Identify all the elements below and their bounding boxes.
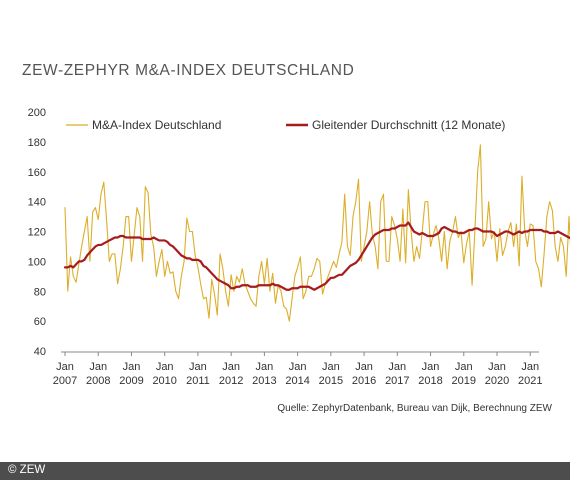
x-tick-month-label: Jan [189, 361, 207, 373]
series-line-average [63, 221, 570, 291]
x-tick-year-label: 2017 [385, 375, 409, 387]
x-tick-year-label: 2018 [418, 375, 442, 387]
x-tick-year-label: 2016 [352, 375, 376, 387]
x-tick-month-label: Jan [56, 361, 74, 373]
x-tick-month-label: Jan [322, 361, 340, 373]
chart-title: ZEW-ZEPHYR M&A-INDEX DEUTSCHLAND [22, 62, 355, 79]
y-axis: 40 60 80 100 120 140 160 180 200 [28, 107, 46, 358]
x-tick-month-label: Jan [123, 361, 141, 373]
x-tick-year-label: 2012 [219, 375, 243, 387]
x-tick-year-label: 2013 [252, 375, 276, 387]
footer-bar: © ZEW [0, 462, 570, 480]
source-note: Quelle: ZephyrDatenbank, Bureau van Dijk… [277, 403, 552, 414]
x-tick-month-label: Jan [488, 361, 506, 373]
y-tick-label: 180 [28, 137, 46, 149]
copyright-label: © ZEW [8, 464, 46, 476]
x-tick-year-label: 2009 [119, 375, 143, 387]
y-tick-label: 80 [34, 286, 46, 298]
x-tick-year-label: 2019 [452, 375, 476, 387]
legend: M&A-Index Deutschland Gleitender Durchsc… [66, 118, 505, 132]
x-tick-month-label: Jan [521, 361, 539, 373]
x-tick-year-label: 2011 [186, 375, 210, 387]
x-tick-month-label: Jan [422, 361, 440, 373]
y-tick-label: 140 [28, 197, 46, 209]
y-tick-label: 60 [34, 316, 46, 328]
y-tick-label: 160 [28, 167, 46, 179]
x-tick-month-label: Jan [89, 361, 107, 373]
plot-area [63, 144, 570, 322]
x-axis: Jan 2007 Jan 2008 Jan 2009 Jan 2010 Jan 2011 Jan 20… [53, 351, 542, 387]
legend-label-index: M&A-Index Deutschland [92, 118, 221, 132]
x-tick-year-label: 2008 [86, 375, 110, 387]
y-tick-label: 120 [28, 227, 46, 239]
x-tick-month-label: Jan [289, 361, 307, 373]
x-tick-year-label: 2015 [319, 375, 343, 387]
series-line-index [64, 144, 570, 322]
x-tick-month-label: Jan [388, 361, 406, 373]
x-tick-month-label: Jan [156, 361, 174, 373]
x-tick-year-label: 2010 [152, 375, 176, 387]
y-tick-label: 100 [28, 256, 46, 268]
x-tick-month-label: Jan [222, 361, 240, 373]
x-tick-year-label: 2021 [518, 375, 542, 387]
x-tick-month-label: Jan [355, 361, 373, 373]
y-tick-label: 200 [28, 107, 46, 119]
y-tick-label: 40 [34, 346, 46, 358]
x-tick-month-label: Jan [455, 361, 473, 373]
legend-label-average: Gleitender Durchschnitt (12 Monate) [312, 118, 505, 132]
x-tick-year-label: 2020 [485, 375, 509, 387]
x-tick-month-label: Jan [256, 361, 274, 373]
x-tick-year-label: 2014 [285, 375, 309, 387]
x-tick-year-label: 2007 [53, 375, 77, 387]
